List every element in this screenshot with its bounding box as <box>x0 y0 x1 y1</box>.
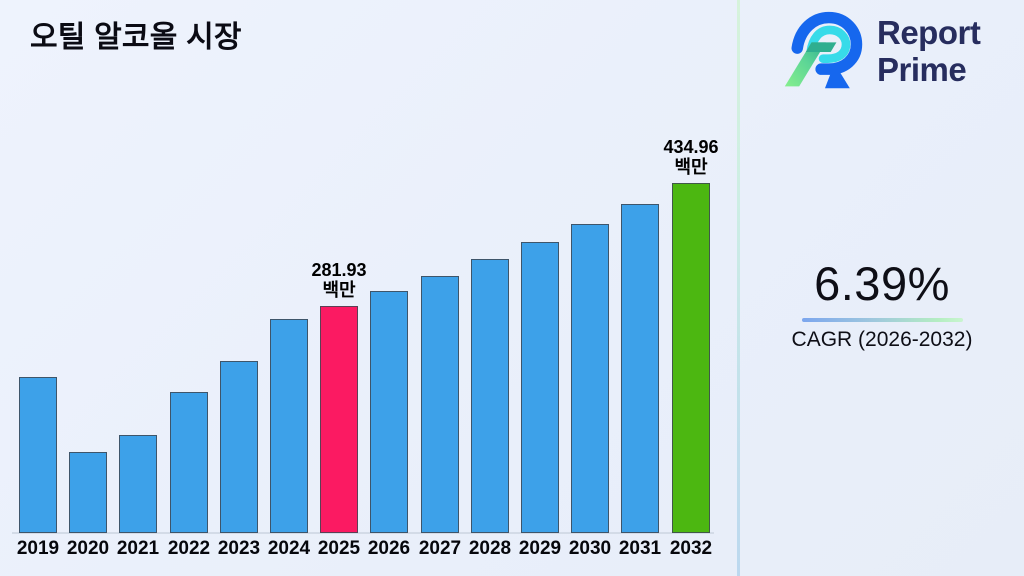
bar-2022 <box>170 392 208 533</box>
x-axis-label-2020: 2020 <box>66 538 110 559</box>
bar-2021 <box>119 435 157 533</box>
x-axis-label-2028: 2028 <box>468 538 512 559</box>
bar-2031 <box>621 204 659 533</box>
x-axis-label-2030: 2030 <box>568 538 612 559</box>
bar-2020 <box>69 452 107 533</box>
bar-value-2025: 281.93 <box>311 260 367 280</box>
x-axis-label-2025: 2025 <box>317 538 361 559</box>
report-prime-logo-text: Report Prime <box>877 14 981 88</box>
x-axis-label-2023: 2023 <box>217 538 261 559</box>
bar-2029 <box>521 242 559 533</box>
bar-chart: 2019 2020 2021 2022 2023 2024 2025 2026 2027 2028… <box>12 137 739 559</box>
bar-2026 <box>370 291 408 533</box>
x-axis-label-2022: 2022 <box>167 538 211 559</box>
page-title: 오틸 알코올 시장 <box>30 21 242 54</box>
x-axis-label-2019: 2019 <box>16 538 60 559</box>
x-axis-label-2024: 2024 <box>267 538 311 559</box>
bar-2027 <box>421 276 459 533</box>
bar-2032 <box>672 183 710 533</box>
cagr-label: CAGR (2026-2032) <box>791 328 973 351</box>
logo-word-report: Report <box>877 14 981 51</box>
x-axis-label-2026: 2026 <box>367 538 411 559</box>
bar-value-label-2032: 434.96 백만 <box>643 137 739 177</box>
cagr-underline <box>801 318 963 322</box>
bar-2023 <box>220 361 258 533</box>
cagr-value: 6.39% <box>814 257 950 310</box>
bar-2025 <box>320 306 358 533</box>
bar-2024 <box>270 319 308 533</box>
x-axis-label-2021: 2021 <box>116 538 160 559</box>
logo-word-prime: Prime <box>877 51 967 88</box>
x-axis-label-2027: 2027 <box>418 538 462 559</box>
cagr-block: 6.39% CAGR (2026-2032) <box>740 256 1024 352</box>
bar-2028 <box>471 259 509 533</box>
panel-separator <box>737 0 740 576</box>
x-axis-label-2029: 2029 <box>518 538 562 559</box>
x-axis-label-2031: 2031 <box>618 538 662 559</box>
x-axis-line <box>12 532 714 534</box>
bar-value-unit-2032: 백만 <box>674 157 708 177</box>
report-prime-logo: Report Prime <box>781 8 981 94</box>
report-prime-logo-icon <box>784 11 863 89</box>
bar-2019 <box>19 377 57 533</box>
x-axis-label-2032: 2032 <box>669 538 713 559</box>
bar-value-unit-2025: 백만 <box>322 280 356 300</box>
bar-2030 <box>571 224 609 533</box>
bar-value-2032: 434.96 <box>663 137 719 157</box>
bar-value-label-2025: 281.93 백만 <box>291 260 387 300</box>
